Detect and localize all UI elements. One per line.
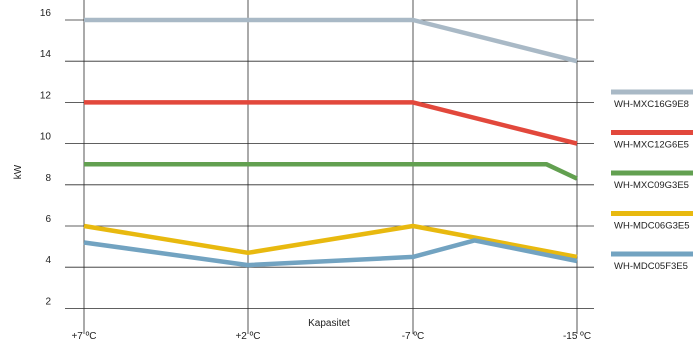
y-axis-title: kW xyxy=(13,164,24,179)
y-axis-ticks: 2 4 6 8 10 12 14 16 xyxy=(40,8,52,307)
y-tick-label: 16 xyxy=(40,8,52,19)
x-tick-label: -15 ºC xyxy=(563,331,591,342)
series-lines xyxy=(83,17,578,268)
series-line-5 xyxy=(83,238,578,268)
legend-label: WH-MDC05F3E5 xyxy=(614,261,688,272)
x-axis-ticks: +7 ºC +2 ºC -7 ºC -15 ºC xyxy=(71,331,591,342)
x-axis-title: Kapasitet xyxy=(308,318,350,329)
legend-item: WH-MDC05F3E5 xyxy=(611,251,693,272)
y-tick-label: 4 xyxy=(45,255,51,266)
y-tick-label: 10 xyxy=(40,132,52,143)
legend-label: WH-MXC16G9E8 xyxy=(614,99,689,110)
x-tick-label: -7 ºC xyxy=(402,331,425,342)
legend-label: WH-MXC09G3E5 xyxy=(614,180,689,191)
legend-label: WH-MXC12G6E5 xyxy=(614,140,689,151)
legend: WH-MXC16G9E8 WH-MXC12G6E5 WH-MXC09G3E5 WH-M… xyxy=(611,89,693,272)
legend-item: WH-MDC06G3E5 xyxy=(611,211,693,232)
y-tick-label: 14 xyxy=(40,49,52,60)
x-tick-label: +7 ºC xyxy=(71,331,96,342)
x-tick-label: +2 ºC xyxy=(235,331,260,342)
series-line-1 xyxy=(84,17,578,64)
legend-item: WH-MXC16G9E8 xyxy=(611,89,693,110)
y-tick-label: 12 xyxy=(40,90,52,101)
series-line-3 xyxy=(84,161,578,181)
y-tick-label: 8 xyxy=(45,173,51,184)
grid-lines xyxy=(65,0,594,334)
series-line-2 xyxy=(84,100,578,146)
legend-item: WH-MXC09G3E5 xyxy=(611,170,693,191)
y-tick-label: 2 xyxy=(45,296,51,307)
legend-item: WH-MXC12G6E5 xyxy=(611,130,693,151)
legend-label: WH-MDC06G3E5 xyxy=(614,221,690,232)
series-line-4 xyxy=(83,223,578,260)
y-tick-label: 6 xyxy=(45,214,51,225)
